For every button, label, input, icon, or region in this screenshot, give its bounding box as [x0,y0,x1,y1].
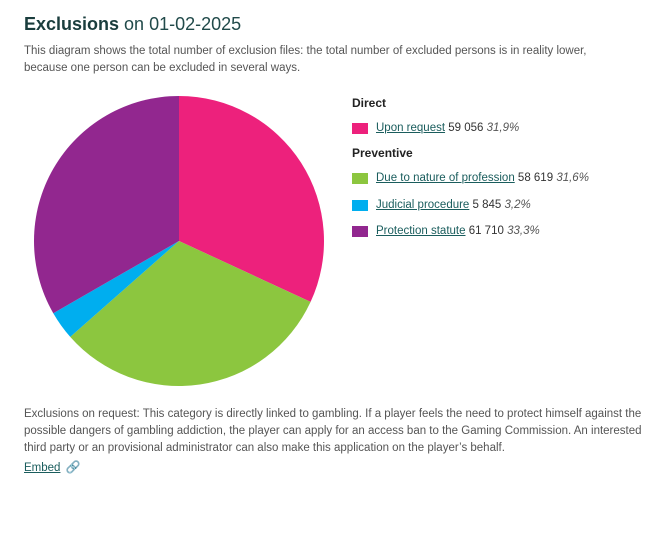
legend-item: Protection statute 61 710 33,3% [352,223,646,239]
legend-percent: 3,2% [505,199,531,211]
legend-text: Upon request 59 056 31,9% [376,120,519,136]
legend-swatch [352,123,368,134]
pie-svg [24,86,334,396]
title-rest: on 01-02-2025 [119,14,241,34]
legend-label-link[interactable]: Due to nature of profession [376,172,515,184]
link-icon: 🔗 [66,460,81,474]
legend-swatch [352,200,368,211]
legend: Direct Upon request 59 056 31,9% Preventiv… [352,86,646,248]
legend-percent: 31,6% [556,172,589,184]
legend-text: Protection statute 61 710 33,3% [376,223,540,239]
legend-item: Due to nature of profession 58 619 31,6% [352,170,646,186]
legend-item: Upon request 59 056 31,9% [352,120,646,136]
legend-item: Judicial procedure 5 845 3,2% [352,197,646,213]
subtitle: This diagram shows the total number of e… [24,43,624,76]
legend-percent: 33,3% [507,225,540,237]
legend-label-link[interactable]: Judicial procedure [376,199,469,211]
page-title: Exclusions on 01-02-2025 [24,14,646,35]
legend-label-link[interactable]: Upon request [376,122,445,134]
legend-swatch [352,226,368,237]
footer-text: Exclusions on request: This category is … [24,406,644,456]
legend-text: Judicial procedure 5 845 3,2% [376,197,531,213]
legend-percent: 31,9% [487,122,520,134]
title-bold: Exclusions [24,14,119,34]
legend-group-title: Direct [352,96,646,110]
legend-group-title: Preventive [352,146,646,160]
embed-link[interactable]: Embed [24,462,60,474]
legend-text: Due to nature of profession 58 619 31,6% [376,170,589,186]
chart-and-legend: Direct Upon request 59 056 31,9% Preventiv… [24,86,646,396]
embed-row: Embed 🔗 [24,460,646,474]
legend-swatch [352,173,368,184]
pie-chart [24,86,334,396]
legend-label-link[interactable]: Protection statute [376,225,466,237]
